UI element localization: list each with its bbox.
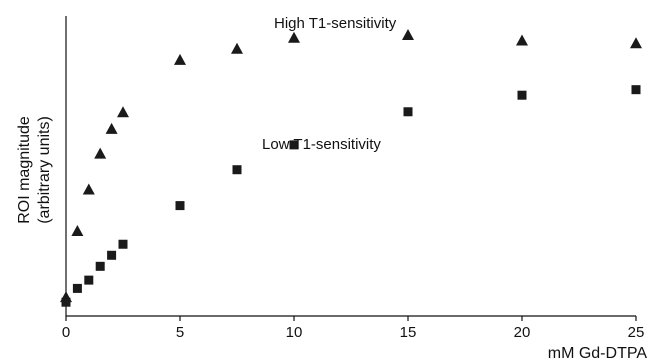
high-t1-point bbox=[288, 31, 300, 43]
high-t1-point bbox=[71, 224, 84, 236]
low-t1-point bbox=[84, 275, 94, 285]
low-t1-point bbox=[95, 261, 105, 271]
x-ticks: 0 5 10 15 20 25 bbox=[62, 316, 645, 341]
low-t1-point bbox=[232, 165, 242, 175]
low-t1-point bbox=[61, 297, 71, 307]
axes bbox=[65, 16, 636, 317]
x-tick-label: 5 bbox=[176, 324, 184, 341]
annotation-high-t1: High T1-sensitivity bbox=[274, 15, 397, 32]
y-axis-label-line-1: ROI magnitude bbox=[16, 116, 33, 224]
high-t1-point bbox=[516, 34, 528, 46]
high-t1-point bbox=[82, 183, 95, 195]
x-tick-label: 20 bbox=[514, 324, 531, 341]
low-t1-point bbox=[72, 283, 82, 293]
high-t1-point bbox=[630, 37, 642, 49]
low-t1-point bbox=[517, 90, 527, 100]
low-t1-point bbox=[175, 201, 185, 211]
x-tick-label: 10 bbox=[286, 324, 303, 341]
low-t1-point bbox=[289, 140, 299, 150]
y-axis-label-line-2: (arbitrary units) bbox=[36, 116, 53, 224]
high-t1-point bbox=[231, 42, 243, 54]
low-t1-point bbox=[107, 250, 117, 260]
low-t1-point bbox=[631, 85, 641, 95]
high-t1-point bbox=[402, 28, 414, 40]
high-t1-point bbox=[94, 147, 107, 159]
high-t1-point bbox=[105, 122, 118, 134]
annotation-low-t1: Low T1-sensitivity bbox=[262, 136, 381, 153]
low-t1-point bbox=[118, 239, 128, 249]
high-t1-point bbox=[174, 53, 186, 65]
x-tick-label: 25 bbox=[628, 324, 645, 341]
x-axis-label: mM Gd-DTPA bbox=[548, 345, 648, 362]
x-tick-label: 0 bbox=[62, 324, 70, 341]
high-t1-point bbox=[117, 106, 129, 118]
low-t1-point bbox=[403, 107, 413, 117]
data-marks bbox=[60, 28, 642, 307]
x-tick-label: 15 bbox=[400, 324, 417, 341]
